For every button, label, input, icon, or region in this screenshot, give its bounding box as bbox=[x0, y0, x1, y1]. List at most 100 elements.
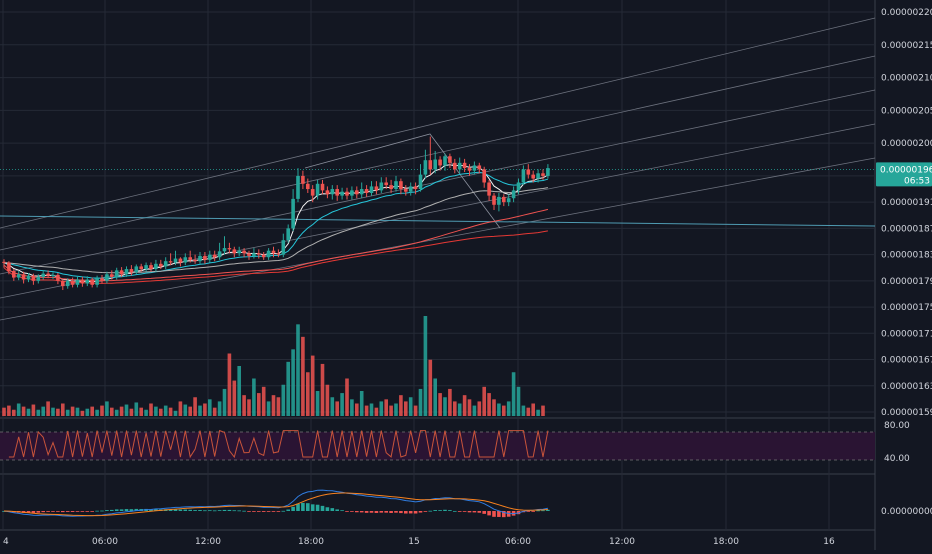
volume-bar bbox=[149, 403, 153, 416]
volume-bar bbox=[467, 399, 472, 416]
candle-body bbox=[36, 276, 41, 281]
macd-histogram-bar bbox=[487, 511, 491, 516]
volume-bar bbox=[124, 404, 129, 416]
volume-bar bbox=[404, 401, 408, 416]
macd-histogram-bar bbox=[242, 510, 246, 512]
candle-body bbox=[472, 165, 477, 171]
ema-mid-line bbox=[3, 171, 549, 279]
macd-histogram-bar bbox=[335, 509, 339, 511]
volume-bar bbox=[26, 408, 31, 416]
volume-bar bbox=[364, 405, 369, 416]
rsi-line bbox=[8, 429, 549, 459]
volume-bar bbox=[21, 406, 26, 416]
volume-bar bbox=[355, 403, 359, 416]
candle-body bbox=[384, 182, 388, 186]
candle-body bbox=[438, 159, 442, 166]
macd-histogram-bar bbox=[526, 511, 531, 512]
macd-histogram-bar bbox=[350, 511, 354, 512]
macd-tick-label: 0.00000000 bbox=[881, 507, 932, 517]
axes: 0.00000220 0.00000215 0.00000210 0.00000205… bbox=[3, 8, 932, 547]
macd-signal-line bbox=[3, 492, 548, 517]
macd-histogram-bar bbox=[36, 511, 41, 513]
time-tick-label: 06:00 bbox=[505, 537, 531, 547]
volume-bar bbox=[531, 403, 535, 416]
volume-bar bbox=[129, 408, 134, 416]
candle-body bbox=[271, 250, 276, 254]
macd-histogram-bar bbox=[252, 511, 256, 512]
volume-bar bbox=[193, 397, 197, 416]
candle-body bbox=[536, 173, 540, 179]
volume-bar bbox=[359, 391, 364, 416]
macd-histogram-bar bbox=[330, 508, 335, 511]
price-tick-label: 0.00000187 bbox=[881, 224, 932, 234]
macd-histogram-bar bbox=[418, 511, 423, 513]
macd-histogram-bar bbox=[359, 511, 364, 513]
macd-histogram-bar bbox=[90, 511, 94, 512]
volume-bar bbox=[413, 405, 418, 416]
price-tick-label: 0.00000159 bbox=[881, 408, 932, 418]
macd-histogram-bar bbox=[217, 510, 222, 512]
macd-histogram-bar bbox=[222, 509, 227, 511]
candle-body bbox=[506, 198, 511, 203]
volume-bar bbox=[168, 407, 173, 416]
candle-body bbox=[374, 186, 379, 191]
price-tick-label: 0.00000179 bbox=[881, 277, 932, 287]
volume-bar bbox=[394, 403, 398, 416]
candle-body bbox=[212, 254, 217, 258]
candle-body bbox=[306, 183, 310, 190]
candle-body bbox=[394, 181, 398, 190]
macd-histogram-bar bbox=[315, 504, 320, 511]
candle-body bbox=[56, 274, 60, 281]
candle-body bbox=[26, 275, 31, 280]
candle-body bbox=[462, 162, 467, 169]
macd-histogram-bar bbox=[276, 511, 281, 512]
candle-body bbox=[31, 275, 36, 281]
volume-bar bbox=[374, 407, 379, 416]
volume-bar bbox=[12, 409, 16, 416]
candle-body bbox=[252, 253, 256, 256]
macd-histogram-bar bbox=[227, 509, 232, 511]
volume-bar bbox=[448, 388, 452, 416]
volume-bar bbox=[252, 378, 256, 416]
macd-histogram-bar bbox=[291, 506, 295, 511]
candle-body bbox=[359, 189, 364, 195]
price-tick-label: 0.00000220 bbox=[881, 8, 932, 18]
candle-body bbox=[222, 248, 227, 252]
candle-body bbox=[2, 261, 6, 263]
volume-bar bbox=[198, 405, 202, 416]
price-tick-label: 0.00000215 bbox=[881, 41, 932, 51]
macd-histogram-bar bbox=[340, 510, 344, 512]
candle-body bbox=[428, 160, 433, 170]
time-tick-label: 18:00 bbox=[713, 537, 739, 547]
candle-body bbox=[100, 278, 104, 281]
candle-body bbox=[16, 274, 21, 278]
candle-body bbox=[114, 270, 119, 277]
candle-body bbox=[203, 255, 207, 260]
candle-body bbox=[320, 183, 325, 191]
volume-bar bbox=[114, 409, 119, 416]
macd-histogram-bar bbox=[286, 509, 290, 511]
volume-bar bbox=[433, 378, 437, 416]
macd-histogram-bar bbox=[531, 511, 535, 512]
macd-histogram-bar bbox=[306, 503, 310, 511]
moving-averages bbox=[3, 164, 549, 284]
rsi-tick-label: 80.00 bbox=[884, 421, 910, 431]
candle-body bbox=[247, 253, 251, 256]
macd-histogram-bar bbox=[423, 511, 428, 512]
candle-body bbox=[257, 253, 261, 255]
macd-histogram-bar bbox=[247, 511, 251, 512]
macd-histogram-bar bbox=[502, 511, 506, 518]
price-tick-label: 0.00000183 bbox=[881, 251, 932, 261]
candle-body bbox=[237, 250, 241, 254]
time-tick-label: 18:00 bbox=[298, 537, 324, 547]
candle-body bbox=[110, 274, 114, 277]
volume-bar bbox=[203, 403, 207, 416]
rsi-tick-label: 40.00 bbox=[884, 454, 910, 464]
macd-histogram-bar bbox=[369, 511, 374, 513]
candle-body bbox=[21, 274, 26, 280]
volume-bar bbox=[477, 401, 482, 416]
volume-bar bbox=[247, 399, 251, 416]
candle-body bbox=[129, 269, 134, 273]
